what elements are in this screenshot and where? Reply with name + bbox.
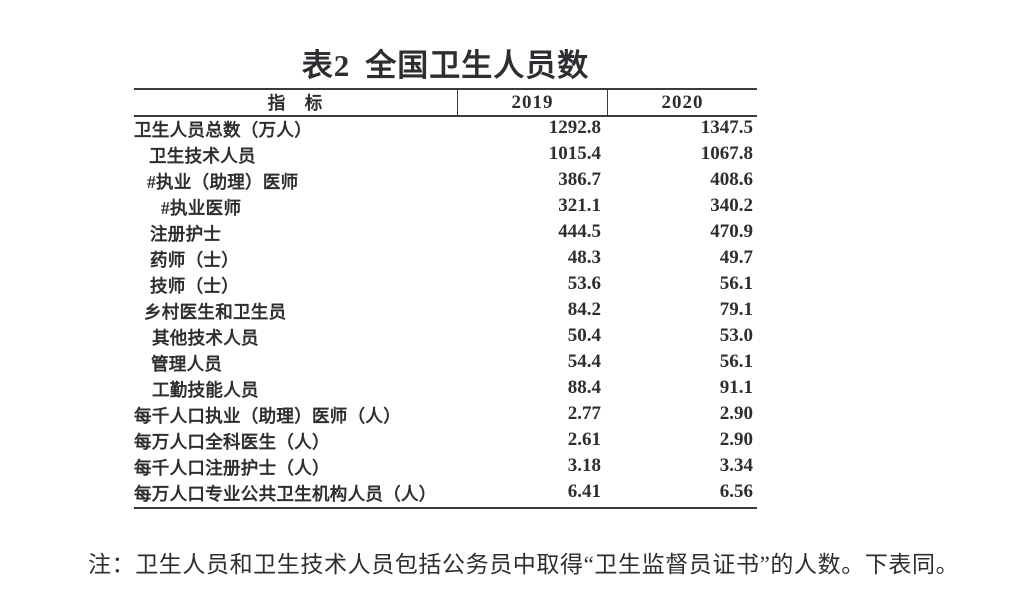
- row-label: 注册护士: [150, 224, 222, 244]
- row-value-2020: 3.34: [719, 455, 753, 476]
- row-value-2019: 2.61: [567, 429, 601, 450]
- health-personnel-table: 指 标 2019 2020 卫生人员总数（万人） 1292.8 1347.5 卫…: [134, 88, 757, 509]
- table-row: 每千人口注册护士（人） 3.18 3.34: [134, 455, 757, 481]
- header-col-2019: 2019: [457, 90, 607, 115]
- page-title: 表2 全国卫生人员数: [134, 40, 757, 85]
- row-label: #执业医师: [161, 198, 242, 218]
- row-value-2020: 470.9: [710, 221, 753, 242]
- header-col-2020: 2020: [607, 90, 757, 115]
- row-label: 管理人员: [151, 354, 223, 374]
- table-row: 乡村医生和卫生员 84.2 79.1: [134, 299, 757, 325]
- row-label: 每万人口专业公共卫生机构人员（人）: [134, 484, 437, 504]
- table-header: 指 标 2019 2020: [134, 88, 757, 117]
- table-row: 卫生技术人员 1015.4 1067.8: [134, 143, 757, 169]
- row-value-2020: 56.1: [719, 351, 753, 372]
- row-label: 工勤技能人员: [152, 380, 259, 400]
- row-value-2019: 48.3: [567, 247, 601, 268]
- row-value-2020: 49.7: [719, 247, 753, 268]
- row-label: 技师（士）: [150, 276, 239, 296]
- row-label: 每千人口注册护士（人）: [134, 458, 330, 478]
- row-label: 卫生人员总数（万人）: [134, 120, 312, 140]
- row-value-2020: 408.6: [710, 169, 753, 190]
- row-value-2019: 444.5: [558, 221, 601, 242]
- row-value-2019: 88.4: [567, 377, 601, 398]
- table-row: 注册护士 444.5 470.9: [134, 221, 757, 247]
- row-value-2019: 1015.4: [548, 143, 601, 164]
- row-value-2020: 6.56: [719, 481, 753, 502]
- row-value-2020: 1347.5: [700, 117, 753, 138]
- row-value-2019: 321.1: [558, 195, 601, 216]
- row-value-2019: 6.41: [567, 481, 601, 502]
- row-value-2019: 54.4: [567, 351, 601, 372]
- row-label: 卫生技术人员: [149, 146, 256, 166]
- table-row: 每万人口专业公共卫生机构人员（人） 6.41 6.56: [134, 481, 757, 507]
- table-row: 卫生人员总数（万人） 1292.8 1347.5: [134, 117, 757, 143]
- table-row: #执业医师 321.1 340.2: [134, 195, 757, 221]
- table-title-text: 全国卫生人员数: [365, 48, 590, 83]
- table-row: 药师（士） 48.3 49.7: [134, 247, 757, 273]
- table-row: 每千人口执业（助理）医师（人） 2.77 2.90: [134, 403, 757, 429]
- row-value-2019: 53.6: [567, 273, 601, 294]
- header-col-indicator: 指 标: [267, 93, 324, 113]
- table-row: 技师（士） 53.6 56.1: [134, 273, 757, 299]
- table-row: 其他技术人员 50.4 53.0: [134, 325, 757, 351]
- row-label: 乡村医生和卫生员: [144, 302, 287, 322]
- row-value-2019: 50.4: [567, 325, 601, 346]
- row-label: #执业（助理）医师: [147, 172, 299, 192]
- row-value-2020: 91.1: [719, 377, 753, 398]
- table-row: 管理人员 54.4 56.1: [134, 351, 757, 377]
- row-value-2020: 56.1: [719, 273, 753, 294]
- row-value-2019: 2.77: [567, 403, 601, 424]
- row-label: 每千人口执业（助理）医师（人）: [134, 406, 401, 426]
- footnote: 注：卫生人员和卫生技术人员包括公务员中取得“卫生监督员证书”的人数。下表同。: [88, 552, 960, 577]
- row-value-2020: 2.90: [719, 403, 753, 424]
- row-value-2019: 386.7: [558, 169, 601, 190]
- row-label: 其他技术人员: [152, 328, 259, 348]
- table-row: #执业（助理）医师 386.7 408.6: [134, 169, 757, 195]
- row-value-2020: 340.2: [710, 195, 753, 216]
- row-value-2020: 79.1: [719, 299, 753, 320]
- row-label: 每万人口全科医生（人）: [134, 432, 330, 452]
- row-value-2020: 2.90: [719, 429, 753, 450]
- row-value-2019: 3.18: [567, 455, 601, 476]
- row-value-2019: 84.2: [567, 299, 601, 320]
- row-value-2020: 1067.8: [700, 143, 753, 164]
- row-value-2019: 1292.8: [548, 117, 601, 138]
- row-label: 药师（士）: [150, 250, 239, 270]
- table-row: 每万人口全科医生（人） 2.61 2.90: [134, 429, 757, 455]
- table-row: 工勤技能人员 88.4 91.1: [134, 377, 757, 403]
- table-body: 卫生人员总数（万人） 1292.8 1347.5 卫生技术人员 1015.4 1…: [134, 117, 757, 509]
- row-value-2020: 53.0: [719, 325, 753, 346]
- table-number: 表2: [301, 48, 351, 83]
